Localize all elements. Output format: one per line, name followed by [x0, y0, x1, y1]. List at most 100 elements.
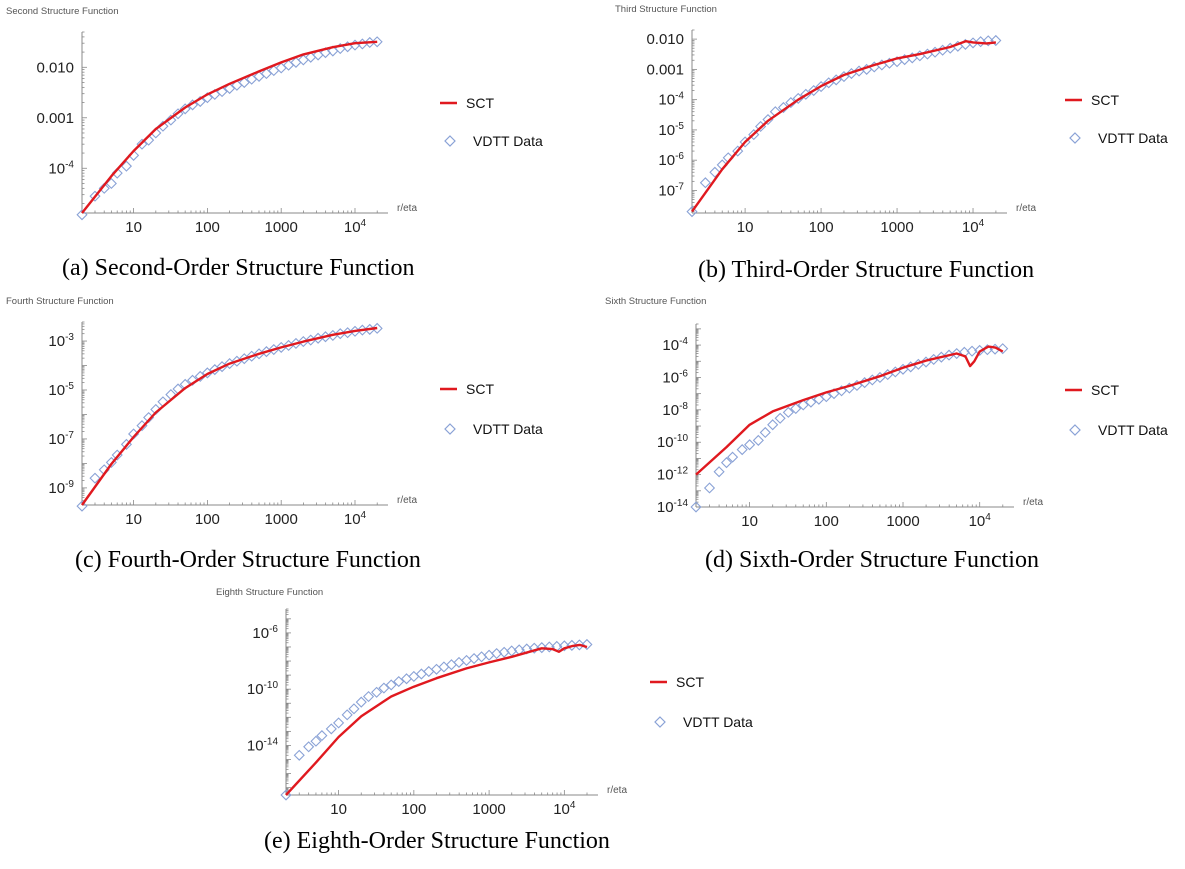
- data-point: [686, 206, 698, 218]
- y-tick-label: 10-6: [658, 151, 684, 169]
- vdtt-data-series: [686, 34, 1002, 218]
- data-point: [179, 103, 191, 115]
- chart-title: Second Structure Function: [6, 6, 118, 17]
- legend-sct-label: SCT: [466, 381, 494, 397]
- chart-panel-eighth-order: Eighth Structure Function 10 100 1000 104 10-…: [210, 582, 810, 869]
- y-tick-label: 0.001: [646, 61, 684, 78]
- data-point: [348, 703, 360, 715]
- x-tick-label: 10: [741, 513, 758, 530]
- data-point: [393, 675, 405, 688]
- data-point: [483, 649, 495, 661]
- x-tick-label: 100: [814, 513, 839, 530]
- data-point: [362, 690, 375, 703]
- chart-title: Third Structure Function: [615, 4, 717, 15]
- x-tick-label: 1000: [265, 511, 298, 528]
- x-tick-label: 100: [195, 511, 220, 528]
- legend-sct-label: SCT: [676, 674, 704, 690]
- legend-vdtt-label: VDTT Data: [1098, 130, 1168, 146]
- figure-caption: (d) Sixth-Order Structure Function: [705, 547, 1039, 573]
- data-point: [790, 402, 802, 415]
- data-point: [777, 101, 790, 114]
- x-tick-label: 100: [195, 219, 220, 236]
- sct-line: [81, 40, 378, 214]
- legend-vdtt-swatch: [1069, 132, 1081, 144]
- chart-title: Fourth Structure Function: [6, 296, 114, 307]
- data-point: [727, 451, 739, 463]
- chart-svg: Sixth Structure Function 10 100 1000 104 10-4…: [605, 296, 1168, 530]
- data-point: [89, 472, 101, 484]
- legend-vdtt-label: VDTT Data: [683, 714, 753, 730]
- data-point: [316, 730, 328, 742]
- y-tick-label: 10-4: [48, 159, 74, 177]
- data-point: [690, 501, 702, 513]
- data-point: [371, 322, 383, 334]
- data-point: [997, 343, 1009, 355]
- y-tick-label: 10-8: [662, 401, 688, 419]
- x-tick-label: 104: [344, 218, 367, 236]
- data-point: [187, 99, 199, 111]
- x-tick-label: 10: [125, 511, 142, 528]
- x-axis-label: r/eta: [1023, 497, 1043, 508]
- legend-sct-label: SCT: [1091, 92, 1119, 108]
- vdtt-data-series: [690, 343, 1009, 513]
- data-point: [172, 108, 184, 120]
- data-point: [581, 638, 593, 651]
- x-tick-label: 100: [809, 219, 834, 236]
- x-tick-label: 1000: [472, 801, 505, 818]
- data-point: [475, 651, 488, 663]
- legend-sct-label: SCT: [466, 95, 494, 111]
- data-point: [699, 177, 711, 189]
- chart-svg: Third Structure Function 10 100 1000 104 0.01…: [615, 4, 1168, 236]
- data-point: [165, 114, 177, 126]
- data-point: [797, 399, 809, 411]
- y-tick-label: 10-4: [658, 91, 684, 109]
- data-point: [224, 82, 236, 95]
- vdtt-data-series: [76, 36, 383, 221]
- legend-vdtt-label: VDTT Data: [1098, 422, 1168, 438]
- y-tick-label: 10-6: [662, 368, 688, 386]
- y-tick-label: 0.010: [36, 59, 74, 76]
- chart-panel-fourth-order: Fourth Structure Function 10 100 1000 104 10-…: [0, 292, 590, 582]
- vdtt-data-series: [76, 322, 383, 512]
- x-tick-label: 100: [401, 801, 426, 818]
- legend-vdtt-swatch: [444, 423, 456, 435]
- x-tick-label: 104: [553, 800, 576, 818]
- data-point: [785, 97, 797, 109]
- data-point: [98, 182, 110, 194]
- data-point: [76, 500, 88, 512]
- data-point: [194, 370, 206, 382]
- data-point: [187, 374, 199, 386]
- chart-title: Sixth Structure Function: [605, 296, 706, 307]
- x-axis-label: r/eta: [397, 495, 417, 506]
- legend-vdtt-swatch: [1069, 424, 1081, 436]
- y-tick-label: 10-14: [247, 736, 279, 754]
- data-point: [468, 652, 480, 665]
- y-tick-label: 10-7: [658, 181, 684, 199]
- x-axis-label: r/eta: [1016, 203, 1036, 214]
- data-point: [371, 686, 383, 698]
- sct-line: [691, 40, 997, 213]
- y-tick-label: 10-10: [247, 680, 279, 698]
- x-tick-label: 104: [962, 218, 985, 236]
- x-axis-label: r/eta: [607, 785, 627, 796]
- x-tick-label: 104: [969, 512, 992, 530]
- legend-vdtt-label: VDTT Data: [473, 421, 543, 437]
- y-tick-label: 10-5: [658, 121, 684, 139]
- legend-vdtt-swatch: [654, 716, 666, 728]
- data-point: [774, 412, 786, 424]
- vdtt-data-series: [280, 638, 593, 801]
- y-tick-label: 0.001: [36, 110, 74, 127]
- x-tick-label: 1000: [886, 513, 919, 530]
- data-point: [713, 466, 725, 478]
- x-tick-label: 10: [125, 219, 142, 236]
- x-axis-label: r/eta: [397, 203, 417, 214]
- data-point: [355, 696, 367, 708]
- x-tick-label: 104: [344, 510, 367, 528]
- y-tick-label: 10-14: [657, 498, 689, 516]
- data-point: [341, 709, 353, 721]
- data-point: [782, 406, 794, 418]
- legend-vdtt-label: VDTT Data: [473, 133, 543, 149]
- data-point: [736, 444, 748, 456]
- y-tick-label: 10-9: [48, 479, 74, 497]
- legend-vdtt-swatch: [444, 135, 456, 147]
